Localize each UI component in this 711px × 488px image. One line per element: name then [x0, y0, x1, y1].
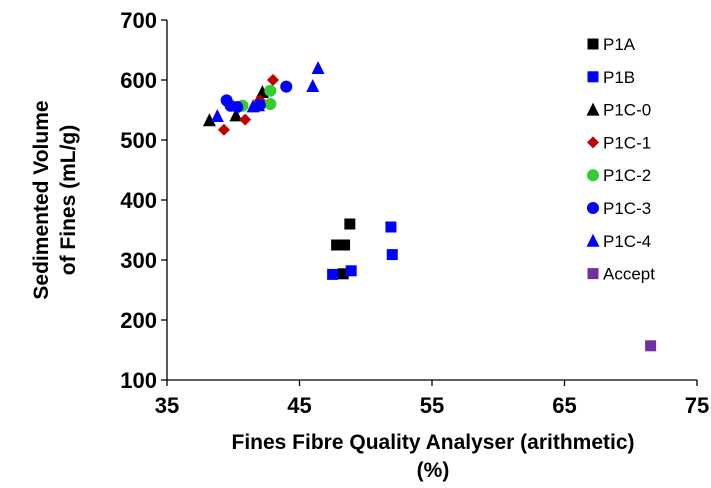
series-p1b	[327, 221, 398, 280]
data-point	[345, 265, 357, 277]
data-point	[229, 108, 243, 122]
x-tick-label: 65	[552, 393, 576, 418]
legend-marker	[587, 169, 599, 182]
data-point	[337, 268, 349, 280]
x-tick-label: 55	[420, 393, 444, 418]
y-axis-title-line1: Sedimented Volume	[30, 100, 53, 299]
legend-item-p1c-1: P1C-1	[587, 133, 651, 152]
data-point	[255, 85, 269, 98]
legend-marker	[587, 202, 599, 214]
legend-label: P1C-1	[603, 133, 651, 152]
series-p1a	[331, 218, 356, 280]
y-tick-label: 400	[120, 188, 157, 213]
legend-marker	[587, 136, 599, 149]
x-tick-label: 75	[685, 393, 709, 418]
y-tick-label: 100	[120, 368, 157, 393]
series-p1c-4	[210, 61, 325, 122]
data-point	[385, 221, 397, 233]
legend-label: P1A	[603, 35, 636, 54]
data-point	[306, 79, 320, 92]
data-point	[327, 268, 339, 280]
data-point	[331, 239, 343, 251]
y-tick-label: 200	[120, 308, 157, 333]
data-point	[645, 340, 657, 352]
data-point	[202, 113, 216, 127]
data-point	[239, 113, 252, 126]
data-point	[264, 84, 277, 97]
legend-marker	[587, 71, 599, 83]
axes	[166, 20, 697, 381]
y-tick-label: 500	[120, 128, 157, 153]
data-point	[251, 98, 265, 112]
data-point	[344, 218, 356, 230]
data-point	[217, 123, 230, 136]
legend-marker	[586, 233, 600, 247]
y-axis-title: Sedimented Volume of Fines (mL/g)	[30, 100, 80, 299]
y-tick-label: 700	[120, 8, 157, 33]
data-points	[202, 61, 657, 352]
y-tick-label: 600	[120, 68, 157, 93]
y-axis-title-line2: of Fines (mL/g)	[57, 125, 80, 276]
legend-label: P1C-4	[603, 232, 651, 251]
data-point	[311, 61, 325, 74]
x-tick-label: 45	[287, 393, 311, 418]
y-tick-label: 300	[120, 248, 157, 273]
legend-label: P1C-0	[603, 101, 651, 120]
legend-item-p1b: P1B	[587, 68, 635, 87]
x-axis-title-line1: Fines Fibre Quality Analyser (arithmetic…	[232, 431, 635, 454]
legend-item-p1c-4: P1C-4	[586, 232, 651, 251]
data-point	[210, 109, 224, 122]
data-point	[386, 249, 398, 261]
series-accept	[645, 340, 657, 352]
y-axis-ticks: 100 200 300 400 500 600 700	[120, 8, 167, 393]
legend-label: P1C-3	[603, 199, 651, 218]
legend-label: P1C-2	[603, 166, 651, 185]
legend-item-p1c-2: P1C-2	[587, 166, 651, 185]
legend-item-p1c-0: P1C-0	[586, 101, 651, 120]
legend-item-accept: Accept	[587, 265, 655, 284]
legend-label: Accept	[603, 265, 655, 284]
legend-item-p1a: P1A	[587, 35, 636, 54]
x-tick-label: 35	[155, 393, 179, 418]
data-point	[231, 101, 244, 113]
data-point	[339, 239, 351, 251]
legend: P1A P1B P1C-0 P1C-1 P1C-2 P1C-3 P1C-4 Accept	[586, 35, 655, 284]
legend-item-p1c-3: P1C-3	[587, 199, 651, 218]
legend-marker	[586, 102, 600, 116]
data-point	[267, 74, 279, 86]
legend-label: P1B	[603, 68, 635, 87]
data-point	[264, 98, 277, 110]
x-axis-title-line2: (%)	[417, 459, 450, 482]
legend-marker	[587, 268, 599, 280]
data-point	[280, 80, 293, 93]
x-axis-ticks: 35 45 55 65 75	[155, 380, 709, 418]
legend-marker	[587, 38, 599, 50]
